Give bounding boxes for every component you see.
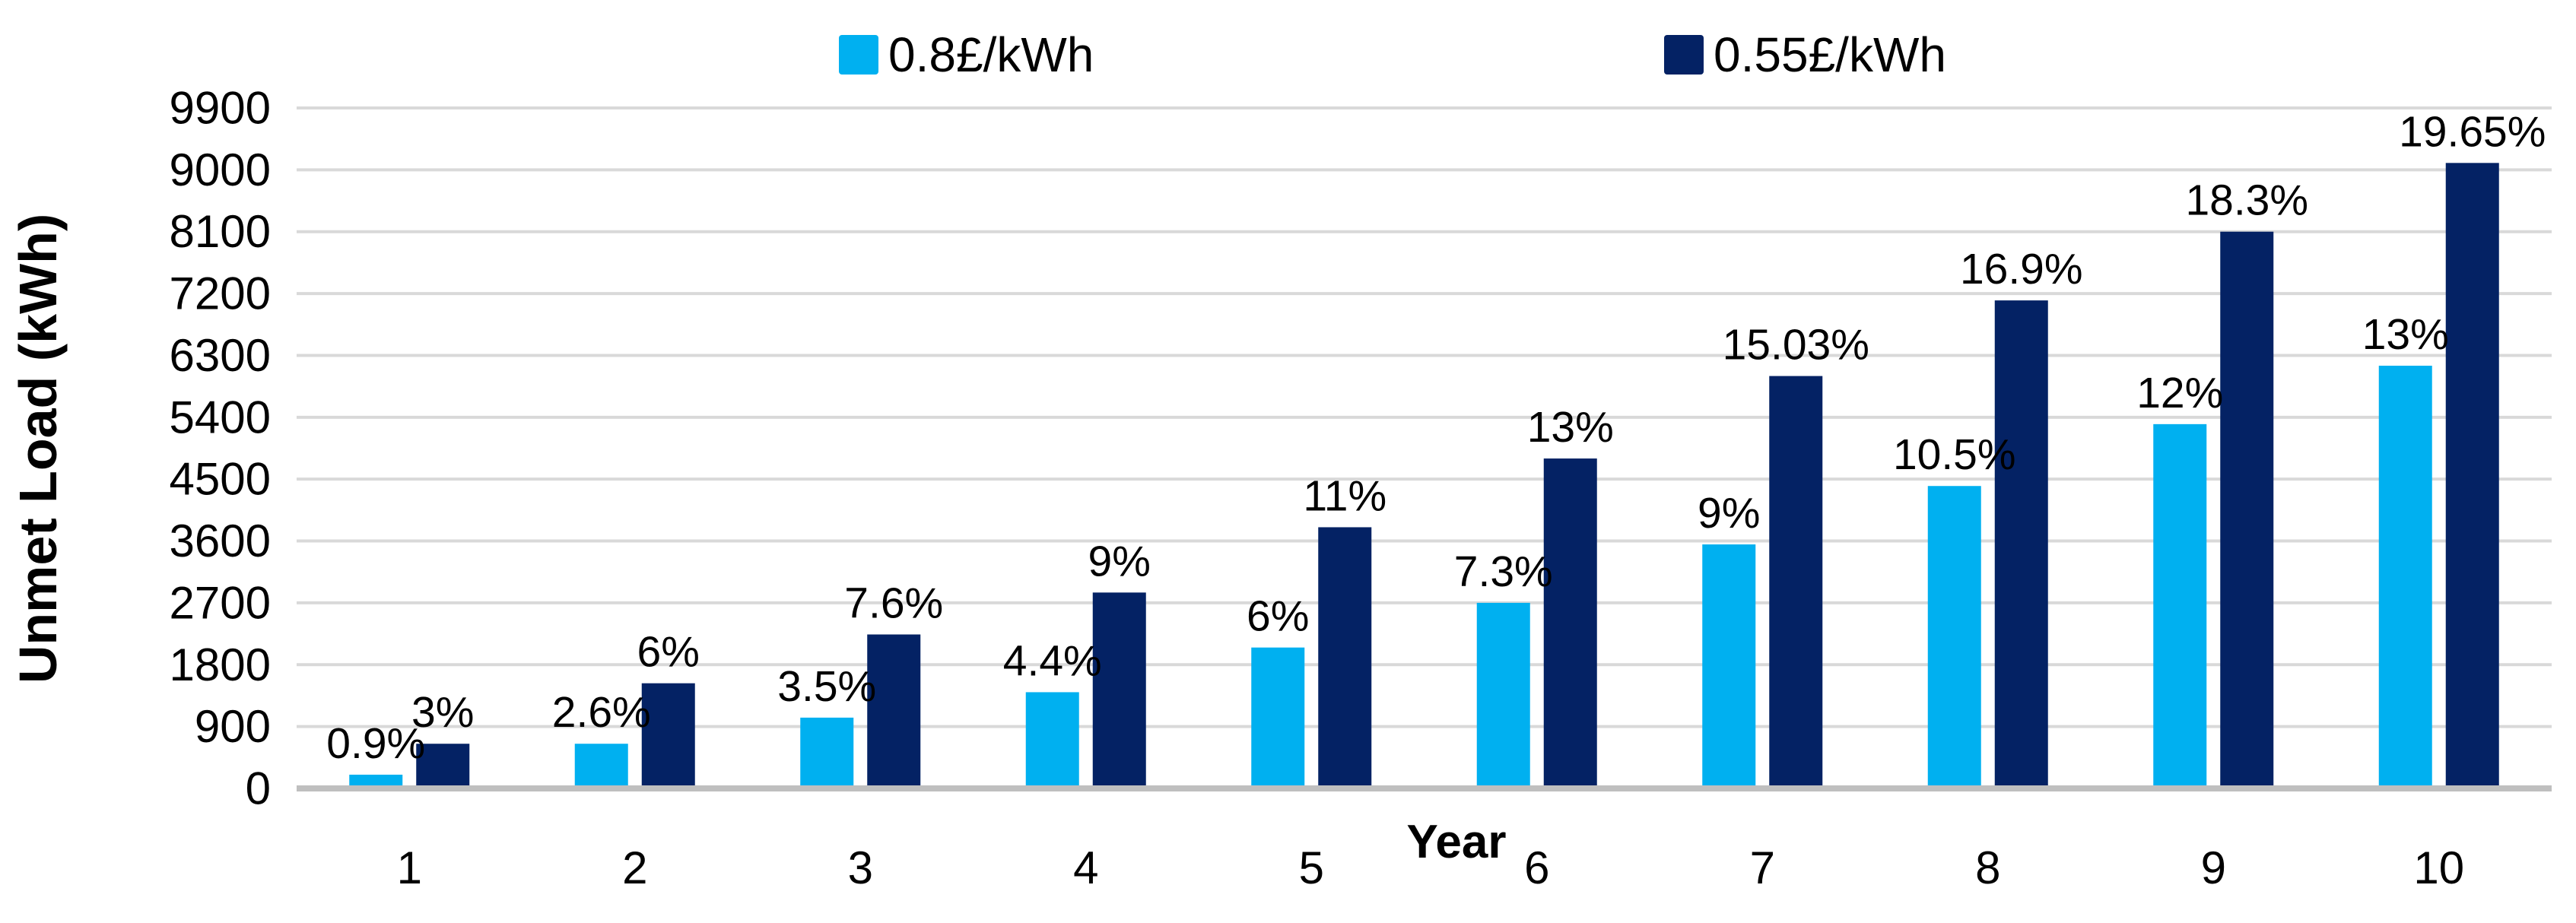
bar-series1-year-7 (1769, 376, 1823, 786)
legend: 0.8£/kWh 0.55£/kWh (839, 27, 1946, 82)
bar-label-series1-year-2: 6% (637, 628, 700, 677)
bar-label-series0-year-1: 0.9% (326, 719, 425, 768)
x-tick-3: 3 (848, 842, 873, 893)
bar-series0-year-6 (1476, 602, 1530, 786)
y-tick-8100: 8100 (170, 206, 271, 257)
bar-label-series1-year-9: 18.3% (2185, 176, 2308, 225)
y-tick-9900: 9900 (170, 83, 271, 134)
bar-label-series1-year-6: 13% (1527, 403, 1614, 452)
bar-series0-year-9 (2153, 423, 2207, 786)
bar-series0-year-10 (2378, 366, 2432, 786)
x-tick-9: 9 (2201, 842, 2226, 893)
x-tick-8: 8 (1975, 842, 2000, 893)
bar-series0-year-3 (800, 717, 854, 786)
bar-label-series1-year-7: 15.03% (1723, 321, 1869, 370)
bar-label-series0-year-2: 2.6% (552, 688, 651, 737)
x-tick-6: 6 (1524, 842, 1549, 893)
x-axis-tick-labels: 1 2 3 4 5 6 7 8 9 10 (397, 842, 2465, 893)
y-tick-6300: 6300 (170, 330, 271, 381)
y-tick-9000: 9000 (170, 144, 271, 195)
bar-label-series1-year-3: 7.6% (844, 579, 943, 627)
x-tick-2: 2 (622, 842, 647, 893)
bar-label-series0-year-10: 13% (2362, 310, 2449, 359)
legend-swatch-dark-icon (1664, 35, 1704, 75)
x-tick-5: 5 (1299, 842, 1324, 893)
bar-series1-year-6 (1543, 458, 1597, 786)
y-tick-0: 0 (246, 763, 271, 814)
bar-series0-year-4 (1025, 692, 1079, 786)
y-tick-4500: 4500 (170, 454, 271, 505)
bar-series0-year-7 (1702, 544, 1756, 786)
bar-series0-year-2 (574, 744, 628, 786)
x-tick-10: 10 (2413, 842, 2464, 893)
x-tick-4: 4 (1073, 842, 1098, 893)
y-tick-1800: 1800 (170, 639, 271, 690)
bar-series1-year-5 (1318, 527, 1372, 786)
bar-series1-year-8 (1994, 300, 2048, 786)
bars-group (349, 163, 2499, 786)
bar-label-series0-year-6: 7.3% (1454, 547, 1553, 596)
gridlines-group (297, 106, 2552, 728)
bar-label-series0-year-4: 4.4% (1003, 636, 1102, 685)
legend-entry-0.8: 0.8£/kWh (839, 27, 1094, 82)
bar-label-series1-year-8: 16.9% (1960, 245, 2083, 293)
bar-label-series0-year-8: 10.5% (1893, 430, 2016, 479)
bar-series1-year-1 (416, 744, 470, 786)
bar-series0-year-5 (1251, 647, 1305, 786)
y-tick-5400: 5400 (170, 392, 271, 442)
y-axis-tick-labels: 0 900 1800 2700 3600 4500 5400 6300 7200 8100 9000… (170, 83, 271, 814)
bar-label-series1-year-1: 3% (411, 688, 474, 737)
y-tick-900: 900 (195, 701, 271, 752)
y-axis-title: Unmet Load (kWh) (8, 214, 68, 684)
bar-label-series0-year-9: 12% (2136, 369, 2223, 417)
y-tick-7200: 7200 (170, 268, 271, 319)
bar-series1-year-10 (2445, 163, 2499, 786)
bar-series1-year-3 (867, 634, 921, 786)
bar-series1-year-2 (641, 683, 695, 786)
bar-series0-year-1 (349, 774, 403, 786)
y-tick-2700: 2700 (170, 577, 271, 628)
bar-series0-year-8 (1927, 486, 1981, 786)
bar-label-series1-year-4: 9% (1088, 537, 1151, 585)
bar-label-series0-year-3: 3.5% (777, 662, 876, 711)
bar-series1-year-9 (2220, 231, 2274, 786)
x-axis-title: Year (1406, 816, 1506, 868)
y-tick-3600: 3600 (170, 515, 271, 566)
bar-label-series1-year-10: 19.65% (2399, 107, 2546, 156)
bar-label-series0-year-5: 6% (1247, 592, 1309, 641)
x-tick-1: 1 (397, 842, 422, 893)
bar-series1-year-4 (1092, 592, 1146, 786)
bar-label-series0-year-7: 9% (1698, 489, 1760, 538)
legend-entry-0.55: 0.55£/kWh (1664, 27, 1946, 82)
bar-label-series1-year-5: 11% (1303, 471, 1386, 520)
legend-label-light: 0.8£/kWh (888, 27, 1094, 82)
x-tick-7: 7 (1750, 842, 1775, 893)
bar-data-labels: 0.9% 2.6% 3.5% 4.4% 6% 7.3% 9% 10.5% 12% 13% 3% 6% 7… (326, 107, 2546, 768)
legend-label-dark: 0.55£/kWh (1714, 27, 1946, 82)
legend-swatch-light-icon (839, 35, 878, 75)
